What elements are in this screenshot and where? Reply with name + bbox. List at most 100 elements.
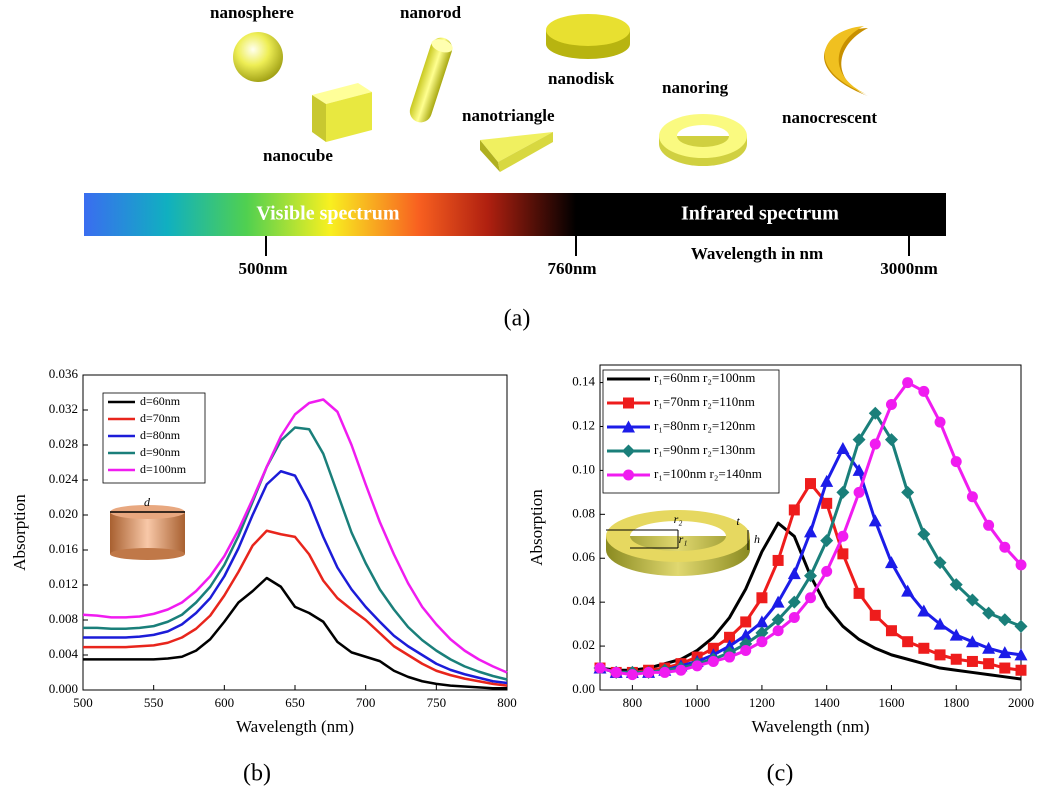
shape-label: nanodisk — [548, 69, 615, 88]
y-tick-label: 0.020 — [49, 506, 78, 521]
y-tick-label: 0.00 — [572, 681, 595, 696]
y-tick-label: 0.08 — [572, 505, 595, 520]
marker — [708, 656, 719, 667]
x-tick-label: 800 — [623, 695, 643, 710]
marker — [901, 486, 914, 499]
cube-icon — [312, 83, 372, 142]
marker — [1016, 559, 1027, 570]
marker — [983, 520, 994, 531]
spectrum-axis-label: Wavelength in nm — [691, 244, 823, 263]
caption: (c) — [767, 761, 794, 787]
x-tick-label: 1400 — [814, 695, 840, 710]
shape-label: nanocrescent — [782, 108, 877, 127]
x-tick-label: 1800 — [943, 695, 969, 710]
marker — [999, 663, 1010, 674]
marker — [918, 643, 929, 654]
y-tick-label: 0.016 — [49, 541, 79, 556]
marker — [643, 667, 654, 678]
marker — [917, 528, 930, 541]
marker — [885, 556, 898, 568]
marker — [789, 612, 800, 623]
ring-icon — [659, 114, 747, 166]
marker — [870, 610, 881, 621]
y-tick-label: 0.14 — [572, 374, 595, 389]
marker — [820, 475, 833, 487]
marker — [772, 596, 785, 608]
y-tick-label: 0.036 — [49, 366, 79, 381]
marker — [902, 636, 913, 647]
x-tick-label: 1000 — [684, 695, 710, 710]
shape-label: nanoring — [662, 78, 729, 97]
marker — [918, 386, 929, 397]
marker — [836, 442, 849, 454]
marker — [623, 398, 634, 409]
marker — [756, 636, 767, 647]
panel-a: nanosphere nanorod nanodisk nanocube nan… — [84, 3, 946, 332]
x-tick-label: 2000 — [1008, 695, 1034, 710]
spectrum-mark: 760nm — [547, 259, 596, 278]
marker — [999, 542, 1010, 553]
x-tick-label: 550 — [144, 695, 164, 710]
y-tick-label: 0.06 — [572, 549, 595, 564]
legend-label: r₁=80nm r₂=120nm — [654, 418, 755, 433]
marker — [659, 667, 670, 678]
marker — [804, 525, 817, 537]
inset-label: r₂ — [674, 512, 683, 526]
marker — [805, 478, 816, 489]
crescent-icon — [824, 26, 868, 96]
y-tick-label: 0.000 — [49, 681, 78, 696]
x-tick-label: 700 — [356, 695, 376, 710]
x-axis-title: Wavelength (nm) — [236, 717, 354, 736]
legend-label: r₁=100nm r₂=140nm — [654, 466, 762, 481]
inset-cylinder — [110, 505, 185, 560]
sphere-icon — [233, 32, 283, 82]
marker — [967, 656, 978, 667]
triangle-icon — [480, 132, 553, 172]
marker — [902, 377, 913, 388]
band-label: Visible spectrum — [256, 203, 399, 225]
marker — [821, 498, 832, 509]
marker — [773, 625, 784, 636]
inset-label: h — [754, 532, 760, 546]
y-tick-label: 0.04 — [572, 593, 595, 608]
legend-label: d=90nm — [140, 445, 181, 459]
marker — [788, 567, 801, 579]
marker — [756, 592, 767, 603]
marker — [935, 649, 946, 660]
marker — [627, 669, 638, 680]
marker — [820, 534, 833, 547]
marker — [837, 548, 848, 559]
shape-label: nanorod — [400, 3, 462, 22]
inset-label: d — [144, 495, 151, 509]
rod-icon — [407, 35, 455, 125]
marker — [724, 652, 735, 663]
marker — [967, 491, 978, 502]
marker — [1016, 665, 1027, 676]
y-tick-label: 0.10 — [572, 461, 595, 476]
y-tick-label: 0.12 — [572, 417, 595, 432]
marker — [869, 514, 882, 526]
x-tick-label: 800 — [497, 695, 517, 710]
marker — [805, 592, 816, 603]
shape-label: nanocube — [263, 146, 333, 165]
y-axis-title: Absorption — [10, 494, 29, 571]
marker — [951, 456, 962, 467]
marker — [675, 665, 686, 676]
x-tick-label: 750 — [427, 695, 447, 710]
marker — [854, 588, 865, 599]
marker — [836, 486, 849, 499]
marker — [886, 625, 897, 636]
x-tick-label: 650 — [285, 695, 305, 710]
x-axis-title: Wavelength (nm) — [751, 717, 869, 736]
marker — [611, 667, 622, 678]
marker — [1015, 620, 1028, 633]
figure: nanosphere nanorod nanodisk nanocube nan… — [0, 0, 1040, 800]
shape-label: nanosphere — [210, 3, 294, 22]
y-axis-title: Absorption — [527, 489, 546, 566]
y-tick-label: 0.012 — [49, 576, 78, 591]
y-tick-label: 0.028 — [49, 436, 78, 451]
legend-label: r₁=90nm r₂=130nm — [654, 442, 755, 457]
x-tick-label: 500 — [73, 695, 93, 710]
x-tick-label: 1600 — [878, 695, 904, 710]
shape-label: nanotriangle — [462, 106, 555, 125]
